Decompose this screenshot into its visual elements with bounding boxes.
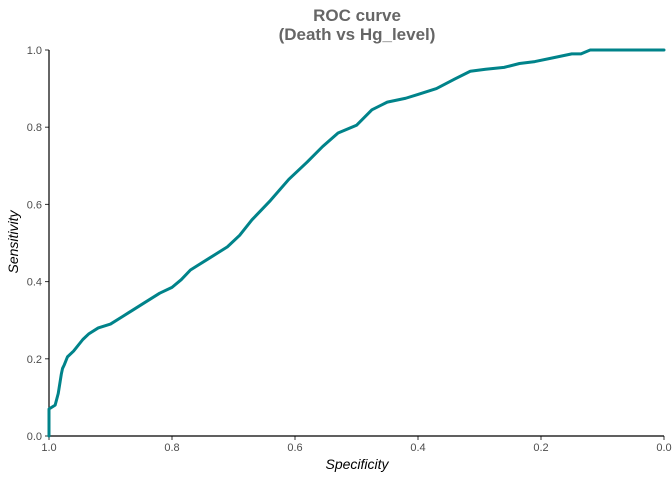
- y-tick-label: 0.4: [27, 277, 42, 289]
- roc-curve-line: [47, 48, 666, 438]
- x-tick-label: 0.0: [656, 442, 671, 454]
- x-tick-label: 0.8: [164, 442, 179, 454]
- x-tick-label: 0.4: [410, 442, 425, 454]
- chart-title-line1: ROC curve: [313, 6, 401, 25]
- x-tick-label: 1.0: [41, 442, 56, 454]
- ticks-layer: 1.0 0.8 0.6 0.4 0.2 0.0 0.0 0.2 0.4 0.6 0.8 1.0: [27, 45, 672, 454]
- series-layer: [47, 48, 666, 438]
- y-tick-label: 0.6: [27, 199, 42, 211]
- x-tick-label: 0.2: [533, 442, 548, 454]
- y-axis-label: Sensitivity: [5, 209, 21, 273]
- x-axis-label: Specificity: [325, 456, 389, 472]
- y-tick-label: 0.0: [27, 431, 42, 443]
- x-tick-label: 0.6: [287, 442, 302, 454]
- y-tick-label: 0.8: [27, 122, 42, 134]
- axes-layer: [48, 50, 664, 437]
- y-tick-label: 0.2: [27, 354, 42, 366]
- y-tick-label: 1.0: [27, 45, 42, 57]
- chart-title-line2: (Death vs Hg_level): [279, 25, 436, 44]
